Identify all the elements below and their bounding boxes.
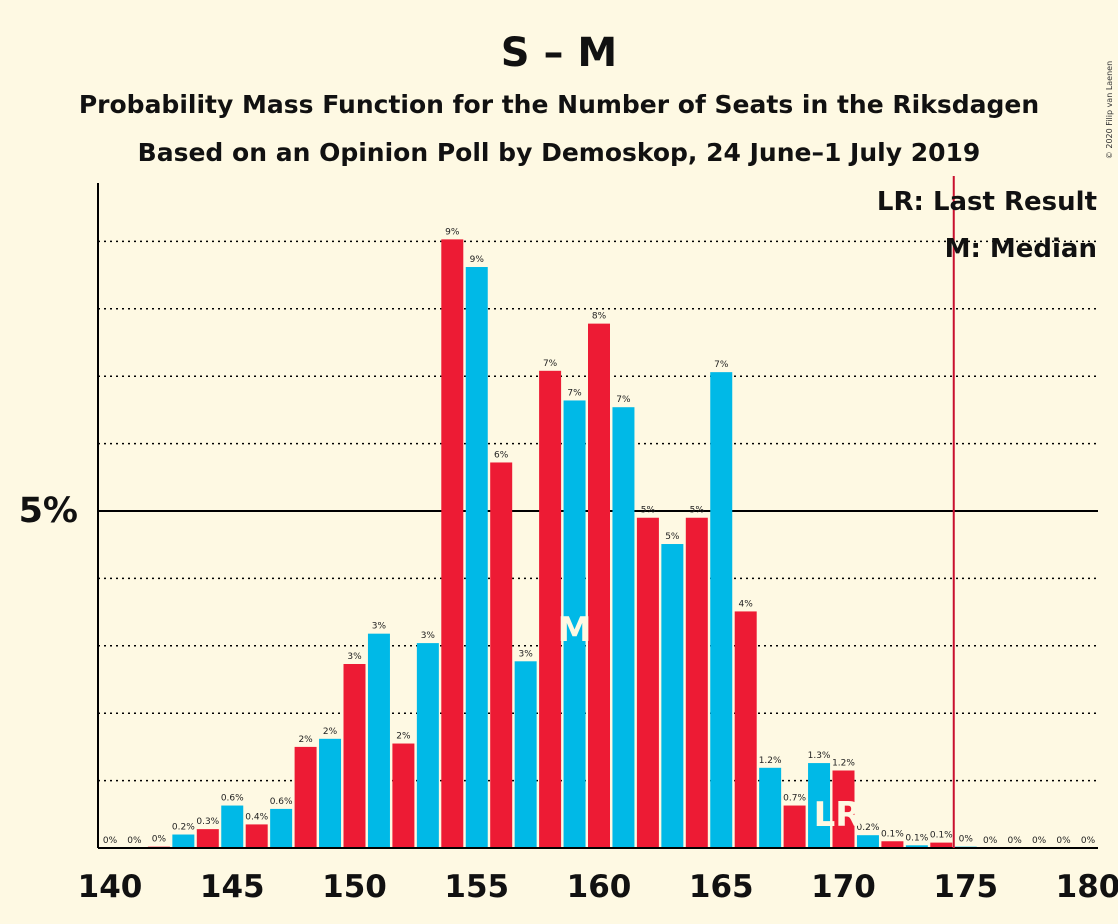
data-label-seat-151: 3% xyxy=(372,622,387,632)
bar-seat-145 xyxy=(221,805,244,848)
bars-group xyxy=(147,239,977,849)
chart-subtitle-1: Probability Mass Function for the Number… xyxy=(79,90,1039,119)
bar-seat-161 xyxy=(612,407,635,848)
legend-median: M: Median xyxy=(945,234,1097,264)
legend-last-result: LR: Last Result xyxy=(877,187,1097,217)
data-label-seat-152: 2% xyxy=(396,732,411,742)
data-label-seat-170: 1.2% xyxy=(832,758,855,768)
data-label-seat-172: 0.1% xyxy=(881,829,904,839)
bar-seat-173 xyxy=(905,845,928,848)
bar-seat-162 xyxy=(636,517,659,848)
data-label-seat-144: 0.3% xyxy=(196,817,219,827)
bar-seat-148 xyxy=(294,746,317,848)
bar-seat-171 xyxy=(856,835,879,848)
data-label-seat-147: 0.6% xyxy=(270,797,293,807)
bar-seat-172 xyxy=(881,841,904,848)
data-label-seat-161: 7% xyxy=(616,395,631,405)
data-label-seat-155: 9% xyxy=(470,255,485,265)
data-label-seat-175: 0% xyxy=(959,835,974,845)
data-label-seat-176: 0% xyxy=(983,836,998,846)
bar-seat-157 xyxy=(514,661,537,848)
data-label-seat-156: 6% xyxy=(494,450,509,460)
data-label-seat-158: 7% xyxy=(543,359,558,369)
data-label-seat-163: 5% xyxy=(665,532,680,542)
data-label-seat-149: 2% xyxy=(323,727,338,737)
data-label-seat-167: 1.2% xyxy=(759,756,782,766)
bar-seat-160 xyxy=(588,323,610,848)
x-tick-165: 165 xyxy=(689,869,754,905)
data-labels-group: 0% 0% 0%0.2%0.3%0.6%0.4%0.6%2%2%3%3%2%3%9%… xyxy=(103,227,1096,846)
bar-seat-144 xyxy=(196,829,219,848)
data-label-seat-140: 0% xyxy=(103,836,118,846)
x-tick-145: 145 xyxy=(200,869,265,905)
copyright-note: © 2020 Filip van Laenen xyxy=(1105,61,1114,159)
bar-seat-158 xyxy=(539,370,562,848)
bar-seat-174 xyxy=(930,842,953,848)
x-tick-180: 180 xyxy=(1056,869,1118,905)
bar-seat-168 xyxy=(783,805,806,848)
median-marker: M xyxy=(558,610,592,650)
data-label-seat-177: 0% xyxy=(1008,836,1023,846)
bar-seat-153 xyxy=(416,643,439,848)
data-label-seat-164: 5% xyxy=(690,506,705,516)
bar-seat-167 xyxy=(759,767,782,848)
x-tick-160: 160 xyxy=(567,869,632,905)
x-tick-175: 175 xyxy=(933,869,998,905)
data-label-seat-178: 0% xyxy=(1032,836,1047,846)
bar-seat-150 xyxy=(343,663,366,848)
bar-seat-163 xyxy=(661,544,684,848)
bar-seat-165 xyxy=(710,372,733,848)
bar-seat-156 xyxy=(490,462,513,848)
x-tick-155: 155 xyxy=(444,869,509,905)
bar-seat-169 xyxy=(808,763,831,848)
data-label-seat-173: 0.1% xyxy=(905,833,928,843)
bar-seat-155 xyxy=(465,267,488,849)
y-tick-label-5: 5% xyxy=(19,491,78,531)
bar-seat-149 xyxy=(319,738,342,848)
data-label-seat-141: 0% xyxy=(127,836,142,846)
bar-seat-154 xyxy=(441,239,464,849)
data-label-seat-166: 4% xyxy=(739,599,754,609)
data-label-seat-142: 0% xyxy=(152,835,167,845)
bar-seat-146 xyxy=(245,824,268,848)
x-tick-170: 170 xyxy=(811,869,876,905)
data-label-seat-174: 0.1% xyxy=(930,831,953,841)
x-tick-140: 140 xyxy=(78,869,143,905)
data-label-seat-154: 9% xyxy=(445,227,460,237)
bar-seat-147 xyxy=(270,808,293,848)
data-label-seat-153: 3% xyxy=(421,631,436,641)
data-label-seat-180: 0% xyxy=(1081,836,1096,846)
bar-seat-152 xyxy=(392,743,415,848)
data-label-seat-148: 2% xyxy=(298,735,313,745)
data-label-seat-162: 5% xyxy=(641,506,656,516)
chart-title: S – M xyxy=(501,30,617,76)
data-label-seat-160: 8% xyxy=(592,312,607,322)
data-label-seat-157: 3% xyxy=(519,649,534,659)
data-label-seat-171: 0.2% xyxy=(857,823,880,833)
x-tick-150: 150 xyxy=(322,869,387,905)
data-label-seat-145: 0.6% xyxy=(221,794,244,804)
last-result-marker: LR xyxy=(814,795,862,835)
x-tick-labels: 140 145 150 155 160 165 170 175 180 xyxy=(78,869,1118,905)
data-label-seat-150: 3% xyxy=(347,652,362,662)
markers-group: M LR xyxy=(558,610,862,835)
chart-subtitle-2: Based on an Opinion Poll by Demoskop, 24… xyxy=(138,138,981,167)
bar-seat-159 xyxy=(563,400,586,848)
data-label-seat-165: 7% xyxy=(714,360,729,370)
bar-seat-151 xyxy=(367,633,390,848)
bar-seat-170 xyxy=(832,770,855,848)
bar-seat-164 xyxy=(685,517,708,848)
data-label-seat-143: 0.2% xyxy=(172,823,195,833)
data-label-seat-168: 0.7% xyxy=(783,794,806,804)
data-label-seat-169: 1.3% xyxy=(808,751,831,761)
data-label-seat-179: 0% xyxy=(1056,836,1071,846)
data-label-seat-146: 0.4% xyxy=(245,812,268,822)
bar-seat-143 xyxy=(172,834,195,848)
data-label-seat-159: 7% xyxy=(567,388,582,398)
bar-seat-166 xyxy=(734,611,757,848)
